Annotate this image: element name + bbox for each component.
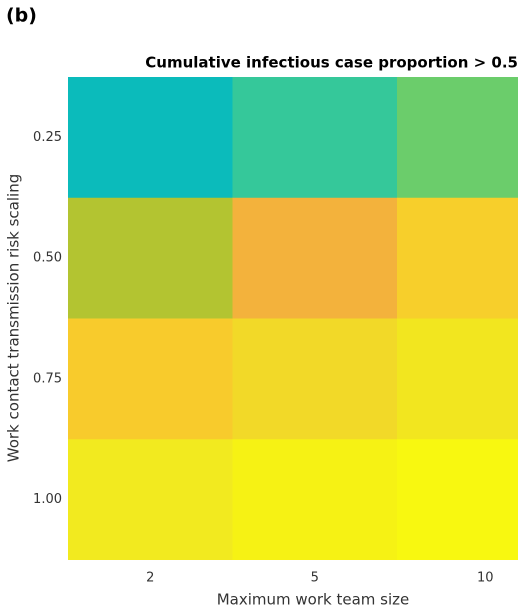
x-tick-label: 10: [477, 571, 494, 586]
y-tick-label: 0.75: [33, 371, 62, 386]
heatmap-cell: [68, 439, 233, 560]
y-tick-label: 0.25: [33, 130, 62, 145]
heatmap-cell: [397, 439, 518, 560]
y-axis-label: Work contact transmission risk scaling: [5, 174, 23, 462]
heatmap-cell: [397, 318, 518, 440]
heatmap-cell: [68, 197, 233, 319]
heatmap-cell: [232, 318, 398, 440]
x-tick-label: 2: [146, 571, 154, 586]
heatmap-cells: [68, 77, 518, 560]
x-tick-label: 5: [311, 571, 319, 586]
heatmap-cell: [397, 197, 518, 319]
y-tick-label: 0.50: [33, 251, 62, 266]
x-axis-label: Maximum work team size: [217, 591, 410, 609]
heatmap-cell: [397, 77, 518, 199]
heatmap-cell: [232, 197, 398, 319]
heatmap-cell: [232, 439, 398, 560]
y-tick-label: 1.00: [33, 492, 62, 507]
heatmap-cell: [68, 318, 233, 440]
chart-title: Cumulative infectious case proportion > …: [145, 54, 518, 72]
heatmap-cell: [68, 77, 233, 199]
heatmap-cell: [232, 77, 398, 199]
panel-label: (b): [6, 5, 37, 27]
